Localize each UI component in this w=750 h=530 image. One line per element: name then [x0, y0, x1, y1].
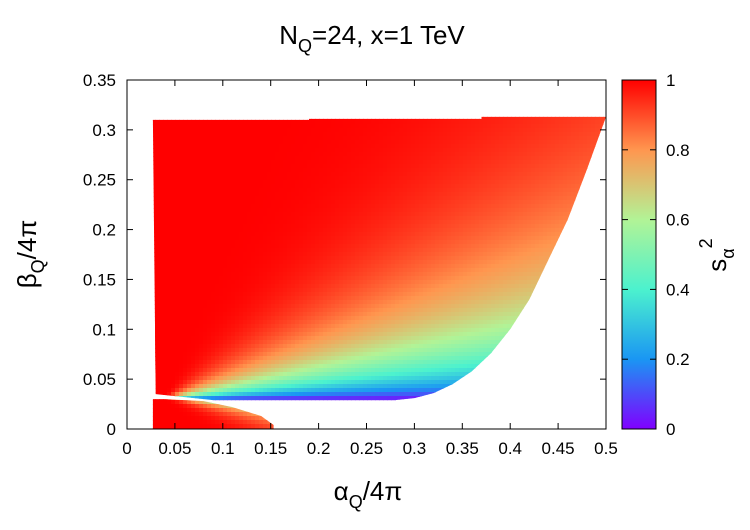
x-tick-label: 0.45: [542, 439, 575, 458]
x-tick-label: 0.35: [446, 439, 479, 458]
y-tick-label: 0.35: [83, 71, 116, 90]
y-tick-label: 0.25: [83, 171, 116, 190]
colorbar-tick-label: 0.6: [666, 211, 690, 230]
y-tick-label: 0.05: [83, 370, 116, 389]
x-tick-label: 0: [122, 439, 131, 458]
colorbar-tick-label: 0.8: [666, 141, 690, 160]
colorbar: [622, 80, 656, 429]
chart-title: NQ=24, x=1 TeV: [279, 20, 465, 56]
colorbar-tick-label: 0.2: [666, 350, 690, 369]
colorbar-tick-label: 0.4: [666, 280, 690, 299]
x-axis-label: αQ/4π: [334, 476, 403, 512]
y-tick-label: 0: [107, 420, 116, 439]
x-tick-label: 0.3: [403, 439, 427, 458]
x-tick-label: 0.05: [158, 439, 191, 458]
x-tick-label: 0.25: [350, 439, 383, 458]
y-tick-label: 0.15: [83, 270, 116, 289]
y-tick-label: 0.1: [92, 320, 116, 339]
y-tick-label: 0.2: [92, 221, 116, 240]
colorbar-label: sα2: [696, 238, 738, 271]
colorbar-tick-label: 1: [666, 71, 675, 90]
x-tick-label: 0.2: [307, 439, 331, 458]
x-tick-label: 0.4: [498, 439, 522, 458]
x-tick-label: 0.15: [254, 439, 287, 458]
heatmap-field: [127, 80, 608, 433]
x-tick-label: 0.1: [211, 439, 235, 458]
upper-region: [127, 80, 608, 405]
x-tick-label: 0.5: [594, 439, 618, 458]
colorbar-tick-label: 0: [666, 420, 675, 439]
y-axis-label: βQ/4π: [12, 220, 48, 289]
y-tick-label: 0.3: [92, 121, 116, 140]
